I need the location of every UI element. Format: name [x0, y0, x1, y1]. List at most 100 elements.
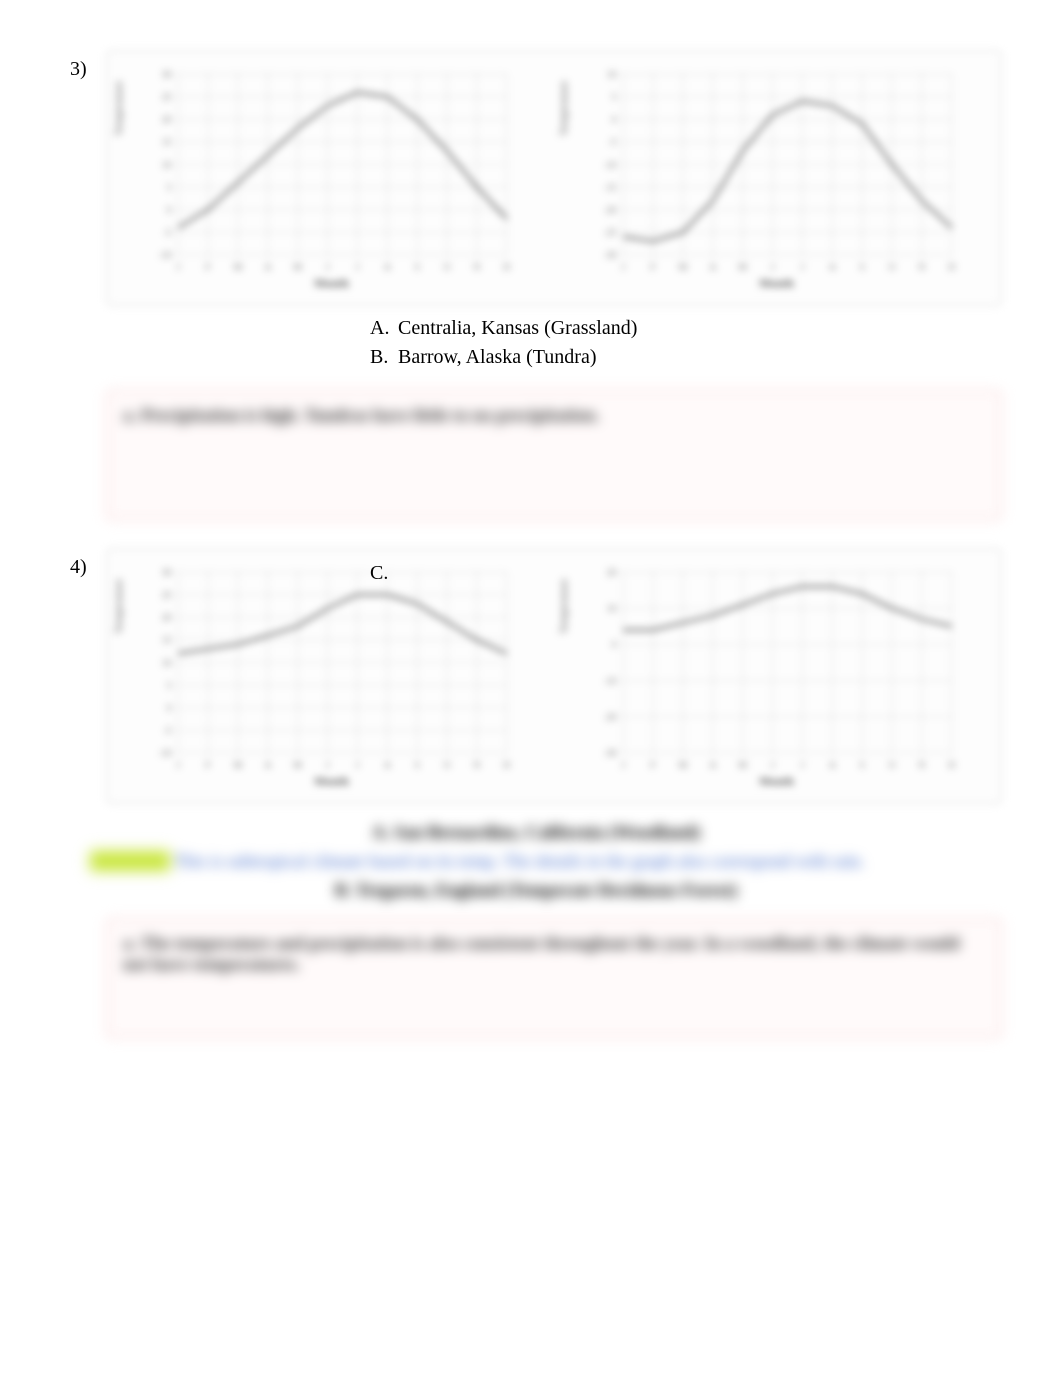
svg-text:J: J	[326, 760, 330, 771]
svg-text:D: D	[503, 262, 510, 273]
q4-chart-left: Temperature JFMAMJJASOND -10-50510152025…	[119, 559, 544, 789]
svg-text:A: A	[264, 262, 272, 273]
svg-text:-5: -5	[163, 726, 171, 737]
svg-text:N: N	[918, 262, 925, 273]
svg-text:-30: -30	[603, 748, 616, 759]
q4-left-svg: JFMAMJJASOND -10-5051015202530	[119, 559, 544, 789]
svg-text:5: 5	[167, 680, 172, 691]
q3-answer-b: B. Barrow, Alaska (Tundra)	[370, 343, 1002, 372]
q3-right-svg: JFMAMJJASOND -30-25-20-15-10-50510	[564, 61, 989, 291]
q4-left-ylabel: Temperature	[113, 579, 125, 634]
svg-text:25: 25	[162, 92, 172, 103]
svg-text:-25: -25	[603, 228, 616, 239]
svg-text:25: 25	[162, 590, 172, 601]
svg-text:S: S	[414, 262, 419, 273]
svg-text:-5: -5	[163, 228, 171, 239]
svg-text:M: M	[738, 262, 747, 273]
svg-text:20: 20	[162, 613, 172, 624]
svg-text:M: M	[679, 262, 688, 273]
q4-blur-line-1: A. San Bernardino, California (Woodland)	[70, 818, 1002, 847]
svg-text:15: 15	[162, 137, 172, 148]
q3-answer-a-text: Centralia, Kansas (Grassland)	[398, 314, 637, 343]
svg-text:0: 0	[167, 703, 172, 714]
q3-left-xlabel: Month	[314, 276, 349, 291]
svg-text:M: M	[293, 262, 302, 273]
svg-text:-10: -10	[603, 160, 616, 171]
svg-text:10: 10	[607, 69, 617, 80]
svg-text:M: M	[234, 760, 243, 771]
svg-text:A: A	[829, 760, 837, 771]
svg-text:0: 0	[612, 640, 617, 651]
q4-chart-right: Temperature JFMAMJJASOND -30-20-1001020 …	[564, 559, 989, 789]
svg-text:J: J	[771, 262, 775, 273]
q3-right-ylabel: Temperature	[558, 81, 570, 136]
svg-text:J: J	[771, 760, 775, 771]
svg-text:J: J	[176, 262, 180, 273]
q4-c-label: C.	[370, 562, 388, 585]
svg-text:-5: -5	[608, 137, 616, 148]
svg-text:30: 30	[162, 567, 172, 578]
svg-text:J: J	[326, 262, 330, 273]
svg-text:A: A	[709, 760, 717, 771]
svg-text:5: 5	[612, 92, 617, 103]
svg-text:10: 10	[162, 160, 172, 171]
q4-right-xlabel: Month	[759, 774, 794, 789]
q4-right-svg: JFMAMJJASOND -30-20-1001020	[564, 559, 989, 789]
svg-text:F: F	[650, 760, 656, 771]
svg-text:M: M	[679, 760, 688, 771]
q4-explanation-box: a. The temperature and precipitation is …	[106, 918, 1002, 1038]
svg-text:J: J	[176, 760, 180, 771]
svg-text:O: O	[888, 760, 895, 771]
svg-text:-10: -10	[603, 676, 616, 687]
q3-answer-a-letter: A.	[370, 314, 398, 343]
highlight-marker	[90, 851, 170, 871]
svg-text:30: 30	[162, 69, 172, 80]
question-4-number: 4)	[70, 548, 106, 579]
q3-chart-left: Temperature JFMAMJJASOND -10-50510152025…	[119, 61, 544, 291]
svg-text:-15: -15	[603, 182, 616, 193]
svg-text:O: O	[888, 262, 895, 273]
svg-text:N: N	[918, 760, 925, 771]
svg-text:10: 10	[607, 604, 617, 615]
svg-text:F: F	[205, 760, 211, 771]
svg-text:J: J	[355, 262, 359, 273]
svg-text:J: J	[800, 262, 804, 273]
svg-text:A: A	[384, 760, 392, 771]
svg-text:-10: -10	[158, 250, 171, 261]
svg-text:F: F	[205, 262, 211, 273]
q3-left-svg: JFMAMJJASOND -10-5051015202530	[119, 61, 544, 291]
svg-text:15: 15	[162, 635, 172, 646]
q4-right-ylabel: Temperature	[558, 579, 570, 634]
question-3-number: 3)	[70, 50, 106, 81]
q4-blur-line-3: B. Tregaron, England (Temperate Deciduou…	[70, 876, 1002, 905]
svg-text:S: S	[859, 262, 864, 273]
svg-text:J: J	[621, 760, 625, 771]
q3-answer-b-letter: B.	[370, 343, 398, 372]
svg-text:10: 10	[162, 658, 172, 669]
q4-left-xlabel: Month	[314, 774, 349, 789]
svg-text:D: D	[948, 760, 955, 771]
svg-text:S: S	[859, 760, 864, 771]
svg-text:N: N	[473, 760, 480, 771]
svg-text:-20: -20	[603, 205, 616, 216]
svg-text:-30: -30	[603, 250, 616, 261]
q4-highlight-row: This is subtropical climate based on its…	[90, 847, 1002, 876]
svg-text:-20: -20	[603, 712, 616, 723]
svg-text:20: 20	[162, 115, 172, 126]
svg-text:N: N	[473, 262, 480, 273]
svg-text:M: M	[738, 760, 747, 771]
q3-charts-container: Temperature JFMAMJJASOND -10-50510152025…	[106, 50, 1002, 306]
question-4-row: 4) C. Temperature J F M A M J J A S O N D -10 -5 0 5 10…	[70, 548, 1002, 804]
svg-text:M: M	[234, 262, 243, 273]
svg-text:5: 5	[167, 182, 172, 193]
svg-text:O: O	[443, 760, 450, 771]
q4-blur-line-2: This is subtropical climate based on its…	[170, 847, 1002, 876]
svg-text:J: J	[800, 760, 804, 771]
svg-text:J: J	[355, 760, 359, 771]
q3-left-ylabel: Temperature	[113, 81, 125, 136]
question-3-row: 3) Temperature JFMAMJJASOND -10-50510152…	[70, 50, 1002, 306]
q4-blur-answers: A. San Bernardino, California (Woodland)…	[70, 818, 1002, 904]
q3-answer-b-text: Barrow, Alaska (Tundra)	[398, 343, 597, 372]
q3-answer-a: A. Centralia, Kansas (Grassland)	[370, 314, 1002, 343]
q3-right-xlabel: Month	[759, 276, 794, 291]
